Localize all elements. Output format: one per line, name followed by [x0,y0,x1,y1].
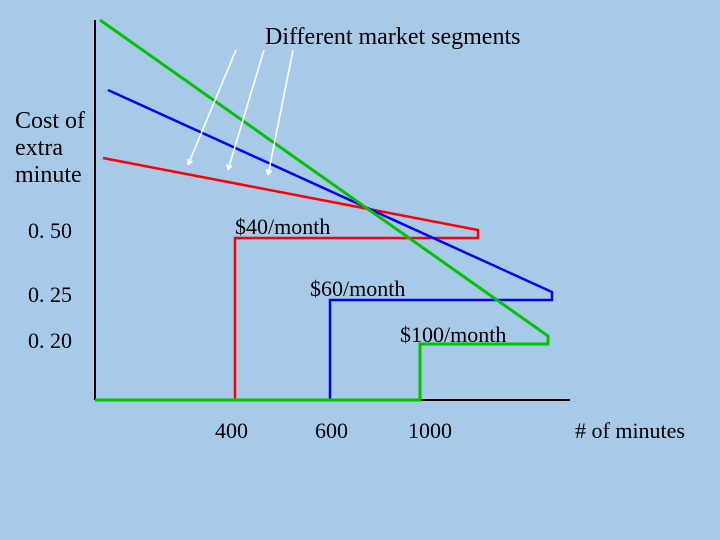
chart-title: Different market segments [265,24,520,51]
x-tick-2: 1000 [408,418,452,444]
y-tick-1: 0. 25 [28,282,72,308]
y-tick-0: 0. 50 [28,218,72,244]
curve-plan-60 [95,90,552,400]
plan-label-100: $100/month [400,322,506,348]
x-tick-0: 400 [215,418,248,444]
y-tick-2: 0. 20 [28,328,72,354]
plan-label-60: $60/month [310,276,405,302]
chart-svg [0,0,720,540]
y-axis-label: Cost of extra minute [15,108,85,189]
x-axis-label: # of minutes [575,418,685,444]
callout-arrow-2 [268,50,293,175]
callout-arrow-0 [188,50,236,165]
x-tick-1: 600 [315,418,348,444]
plan-label-40: $40/month [235,214,330,240]
